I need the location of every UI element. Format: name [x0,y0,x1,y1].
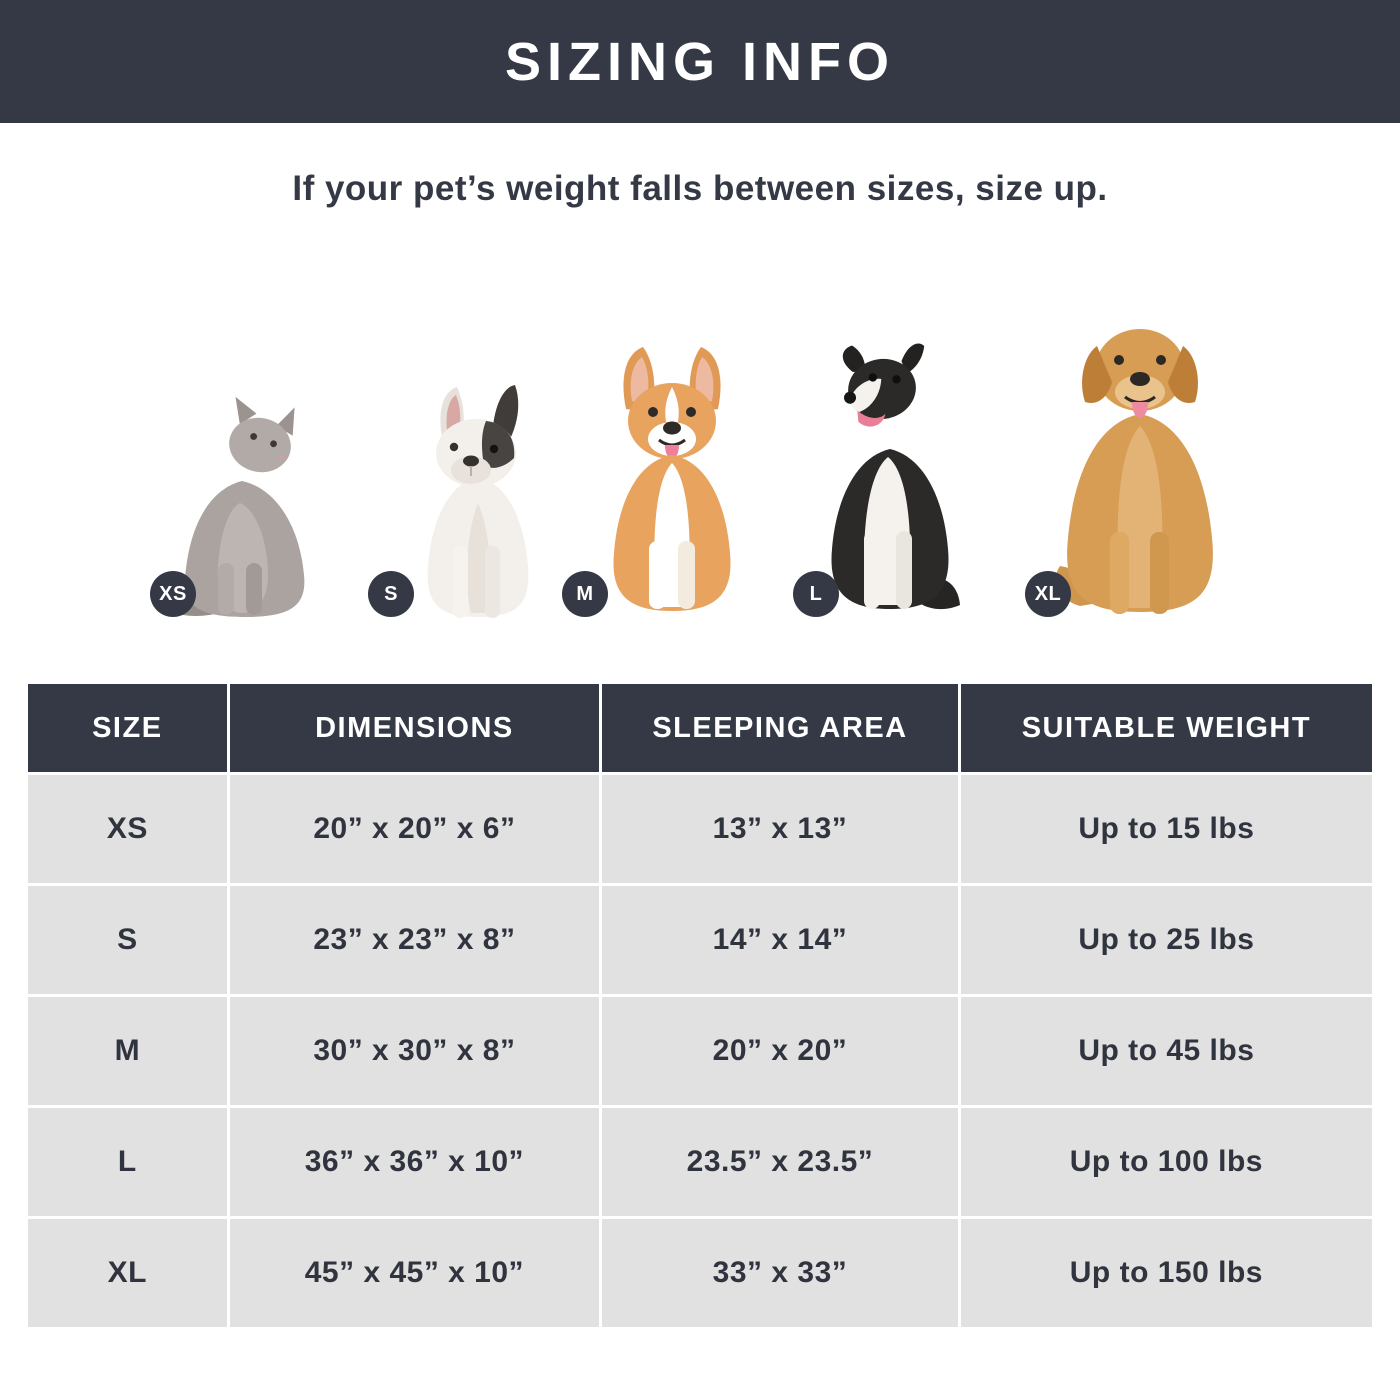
table-cell: S [28,886,227,994]
table-cell: 20” x 20” [602,997,958,1105]
size-badge-l: L [793,571,839,617]
size-badge-xl: XL [1025,571,1071,617]
size-badge-xs: XS [150,571,196,617]
table-cell: 13” x 13” [602,775,958,883]
pet-figure-s [412,383,544,623]
pet-figure-l [818,331,964,623]
table-cell: XL [28,1219,227,1327]
size-badge-m: M [562,571,608,617]
table-cell: 30” x 30” x 8” [229,997,600,1105]
column-header-dimensions: DIMENSIONS [229,684,600,772]
header-banner: SIZING INFO [0,0,1400,123]
french-bulldog-icon [427,385,529,618]
table-cell: 33” x 33” [602,1219,958,1327]
table-cell: 20” x 20” x 6” [229,775,600,883]
table-cell: Up to 15 lbs [960,775,1372,883]
sizing-note: If your pet’s weight falls between sizes… [292,169,1108,208]
table-cell: 23” x 23” x 8” [229,886,600,994]
table-cell: 45” x 45” x 10” [229,1219,600,1327]
table-cell: Up to 100 lbs [960,1108,1372,1216]
table-cell: Up to 25 lbs [960,886,1372,994]
table-cell: 23.5” x 23.5” [602,1108,958,1216]
column-header-suitable-weight: SUITABLE WEIGHT [960,684,1372,772]
sizing-table: SIZE DIMENSIONS SLEEPING AREA SUITABLE W… [28,684,1372,1327]
table-cell: L [28,1108,227,1216]
pet-figure-xs [160,395,320,623]
table-cell: 36” x 36” x 10” [229,1108,600,1216]
column-header-sleeping-area: SLEEPING AREA [602,684,958,772]
size-badge-s: S [368,571,414,617]
corgi-icon [613,347,731,611]
table-cell: Up to 150 lbs [960,1219,1372,1327]
pet-size-illustration: XS S M L XL [0,293,1400,623]
column-header-size: SIZE [28,684,227,772]
pet-figure-m [596,345,748,623]
golden-retriever-icon [1055,329,1213,614]
table-cell: M [28,997,227,1105]
pet-figure-xl [1048,308,1233,623]
table-cell: 14” x 14” [602,886,958,994]
table-cell: XS [28,775,227,883]
table-cell: Up to 45 lbs [960,997,1372,1105]
border-collie-icon [831,343,960,610]
page-title: SIZING INFO [505,31,895,92]
cat-icon [162,396,305,617]
